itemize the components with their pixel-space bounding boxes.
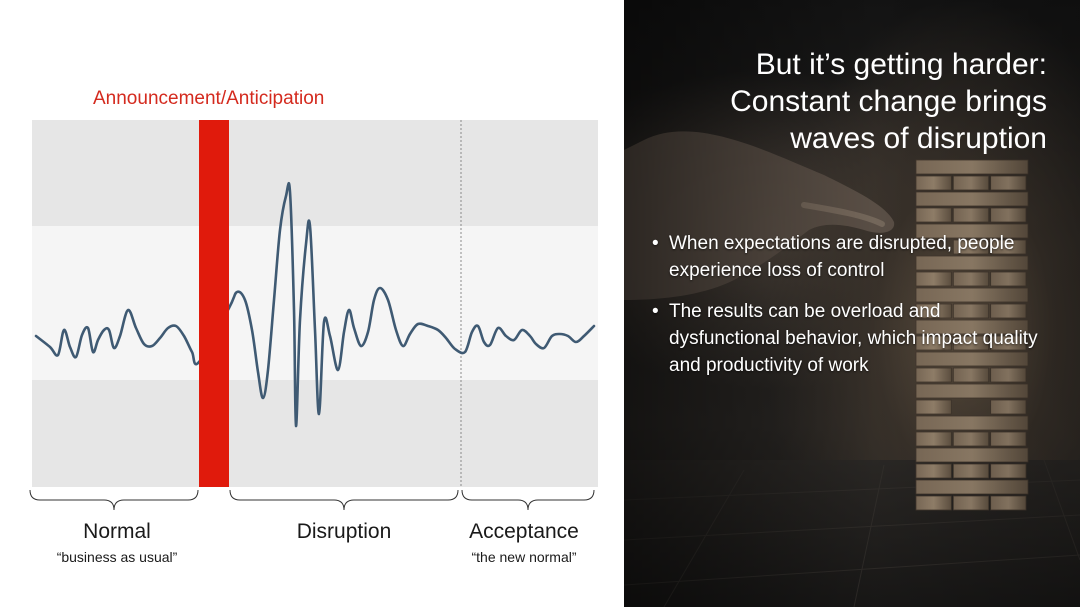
diagram-panel: Announcement/Anticipation Normal “busine… — [29, 88, 598, 565]
phase-disruption-label: Disruption — [296, 520, 392, 543]
disruption-wave-diagram — [29, 120, 598, 511]
bullet-list: • When expectations are disrupted, people… — [652, 230, 1052, 393]
title-line-1: But it’s getting harder: — [755, 48, 1047, 81]
photo-panel: But it’s getting harder: Constant change… — [624, 0, 1080, 607]
bullet-item: • When expectations are disrupted, people… — [652, 230, 1052, 284]
announcement-label: Announcement/Anticipation — [93, 88, 325, 109]
normal-brace — [29, 489, 199, 511]
announcement-bar — [199, 120, 229, 487]
wave-line — [34, 181, 596, 428]
phase-normal-label: Normal — [83, 520, 151, 543]
phase-normal-caption: “business as usual” — [56, 549, 178, 565]
bullet-text: When expectations are disrupted, people … — [669, 233, 1015, 281]
bullet-dot-icon: • — [652, 301, 659, 322]
title-line-3: waves of disruption — [790, 122, 1047, 155]
phase-acceptance-label: Acceptance — [469, 520, 579, 543]
acceptance-brace — [461, 489, 595, 511]
disruption-brace — [229, 489, 459, 511]
slide-title: But it’s getting harder: Constant change… — [627, 46, 1047, 157]
phase-acceptance-caption: “the new normal” — [471, 549, 577, 565]
bullet-item: • The results can be overload and dysfunc… — [652, 298, 1052, 379]
bullet-dot-icon: • — [652, 233, 659, 254]
band-bottom — [32, 380, 598, 487]
band-top — [32, 120, 598, 226]
jenga-tower-photo — [624, 0, 1080, 607]
bullet-text: The results can be overload and dysfunct… — [669, 301, 1038, 376]
title-line-2: Constant change brings — [730, 85, 1047, 118]
